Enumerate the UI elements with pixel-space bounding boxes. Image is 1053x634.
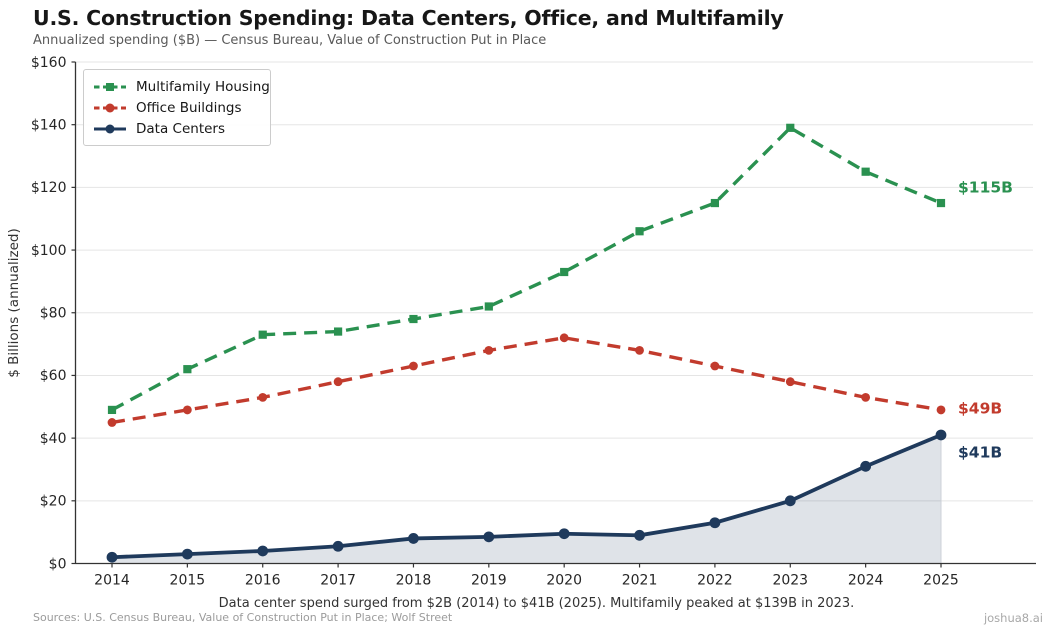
- svg-text:$115B: $115B: [958, 179, 1013, 197]
- svg-text:$40: $40: [40, 431, 67, 447]
- data-centers-line-swatch: [94, 124, 126, 133]
- legend-item-office: Office Buildings: [93, 97, 260, 118]
- svg-text:$140: $140: [31, 117, 67, 133]
- svg-text:$80: $80: [40, 306, 67, 322]
- svg-text:2015: 2015: [170, 573, 206, 589]
- svg-text:2024: 2024: [848, 573, 884, 589]
- svg-text:2019: 2019: [471, 573, 507, 589]
- chart-caption: Data center spend surged from $2B (2014)…: [218, 596, 855, 611]
- legend-item-multifamily: Multifamily Housing: [93, 76, 270, 97]
- svg-text:2018: 2018: [396, 573, 432, 589]
- svg-text:$160: $160: [31, 55, 67, 71]
- legend-label-multifamily: Multifamily Housing: [136, 78, 270, 95]
- chart-title: U.S. Construction Spending: Data Centers…: [33, 6, 784, 30]
- svg-text:2020: 2020: [546, 573, 582, 589]
- svg-text:2014: 2014: [94, 573, 130, 589]
- svg-text:2017: 2017: [320, 573, 356, 589]
- svg-text:2023: 2023: [772, 573, 808, 589]
- legend-label-office: Office Buildings: [136, 99, 242, 116]
- svg-text:$120: $120: [31, 180, 67, 196]
- svg-text:$49B: $49B: [958, 399, 1002, 417]
- svg-text:2025: 2025: [923, 573, 959, 589]
- svg-text:$41B: $41B: [958, 443, 1002, 461]
- svg-text:2021: 2021: [622, 573, 658, 589]
- multifamily-line-swatch: [94, 82, 126, 91]
- office-line-swatch: [94, 103, 126, 112]
- svg-text:$60: $60: [40, 368, 67, 384]
- watermark: joshua8.ai: [983, 611, 1043, 625]
- legend-item-data-centers: Data Centers: [93, 118, 260, 139]
- legend: Multifamily Housing Office Buildings Dat…: [83, 69, 271, 146]
- svg-text:2022: 2022: [697, 573, 733, 589]
- chart-subtitle: Annualized spending ($B) — Census Bureau…: [33, 33, 547, 48]
- sources-note: Sources: U.S. Census Bureau, Value of Co…: [33, 611, 453, 624]
- svg-text:$20: $20: [40, 494, 67, 510]
- svg-text:2016: 2016: [245, 573, 281, 589]
- svg-text:$0: $0: [49, 556, 67, 572]
- legend-label-data-centers: Data Centers: [136, 120, 225, 137]
- svg-text:$100: $100: [31, 243, 67, 259]
